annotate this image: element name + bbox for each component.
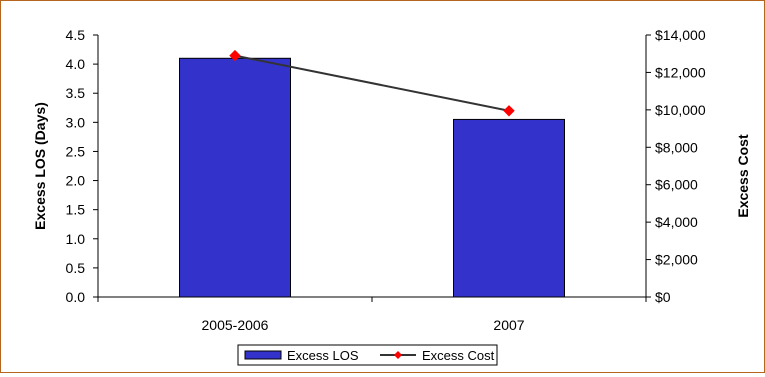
- marker-excess-cost: [229, 49, 241, 62]
- legend-swatch-excess-cost-marker: [394, 351, 402, 359]
- y-tick-label-right: $10,000: [655, 102, 706, 118]
- y-tick-label-right: $8,000: [655, 139, 698, 155]
- y-tick-label-left: 3.0: [66, 114, 86, 130]
- y-tick-label-right: $4,000: [655, 214, 698, 230]
- y-tick-label-left: 1.0: [66, 231, 86, 247]
- y-axis-right-title: Excess Cost: [735, 134, 751, 218]
- y-tick-label-right: $2,000: [655, 252, 698, 268]
- x-tick-label: 2007: [493, 317, 524, 333]
- legend-box: [237, 344, 498, 366]
- y-tick-label-right: $14,000: [655, 27, 706, 43]
- y-tick-label-left: 0.5: [66, 260, 86, 276]
- y-tick-label-right: $6,000: [655, 177, 698, 193]
- y-tick-label-left: 3.5: [66, 85, 86, 101]
- legend-label-excess-los: Excess LOS: [287, 348, 359, 363]
- y-tick-label-right: $12,000: [655, 64, 706, 80]
- y-tick-label-left: 2.0: [66, 173, 86, 189]
- bar-excess-los: [453, 118, 565, 298]
- marker-excess-cost: [503, 105, 515, 117]
- plot-area: 0.0 0.5 1.0 1.5 2.0 2.5 3.0 3.5 4.0 4.5 $0 $2,000 $4…: [66, 27, 706, 333]
- legend-swatch-excess-los: [244, 350, 282, 360]
- y-tick-label-left: 0.0: [66, 289, 86, 305]
- y-tick-label-left: 4.0: [66, 56, 86, 72]
- y-tick-label-left: 4.5: [66, 27, 86, 43]
- legend: Excess LOS Excess Cost: [237, 344, 498, 366]
- x-tick-label: 2005-2006: [202, 317, 269, 333]
- y-tick-label-right: $0: [655, 289, 671, 305]
- legend-label-excess-cost: Excess Cost: [422, 348, 495, 363]
- y-axis-left-title: Excess LOS (Days): [32, 102, 48, 230]
- bar-excess-los: [179, 57, 291, 298]
- line-excess-cost: [234, 54, 510, 112]
- y-tick-label-left: 1.5: [66, 202, 86, 218]
- y-tick-label-left: 2.5: [66, 143, 86, 159]
